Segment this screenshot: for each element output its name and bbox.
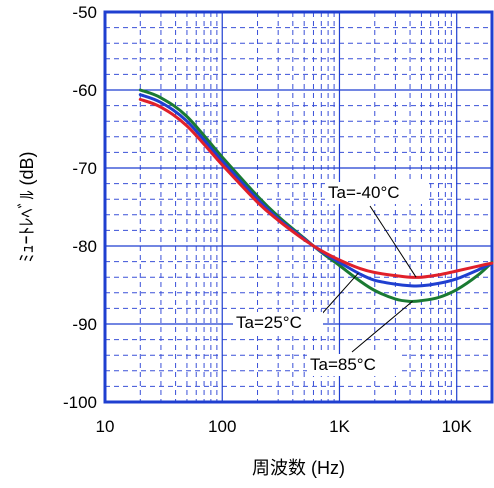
y-tick-label: -50	[72, 3, 97, 22]
x-tick-label: 10K	[442, 417, 473, 436]
x-tick-label: 1K	[329, 417, 350, 436]
annotation-label-bg	[233, 312, 323, 334]
x-tick-label: 10	[96, 417, 115, 436]
y-tick-label: -70	[72, 159, 97, 178]
series-line-ta-40-c	[138, 97, 494, 279]
tick-labels: 10 100 1K 10K -100 -90 -80 -70 -60 -50	[63, 3, 473, 436]
annotation-label: Ta=25°C	[236, 313, 302, 332]
x-tick-label: 100	[208, 417, 236, 436]
y-tick-label: -60	[72, 81, 97, 100]
x-axis-title: 周波数 (Hz)	[252, 458, 345, 478]
annotation-label-bg	[307, 354, 399, 376]
annotation-leader-line	[369, 205, 417, 278]
series-line-ta-25-c	[138, 93, 494, 288]
y-tick-label: -80	[72, 237, 97, 256]
annotation-leader-line	[351, 300, 413, 353]
annotation-label: Ta=85°C	[310, 355, 376, 374]
series-line-ta-85-c	[138, 88, 494, 303]
plot-frame	[103, 10, 494, 404]
y-tick-label: -90	[72, 315, 97, 334]
grid	[104, 11, 493, 403]
annotation-label: Ta=-40°C	[328, 183, 400, 202]
annotation-label-bg	[325, 182, 429, 204]
y-axis-title: ﾐｭｰﾄﾚﾍﾞﾙ (dB)	[17, 151, 37, 262]
series-layer	[138, 88, 494, 303]
annotation-layer: Ta=-40°C Ta=25°C Ta=85°C	[233, 182, 429, 376]
annotation-leader-line	[319, 272, 359, 317]
y-tick-label: -100	[63, 393, 97, 412]
